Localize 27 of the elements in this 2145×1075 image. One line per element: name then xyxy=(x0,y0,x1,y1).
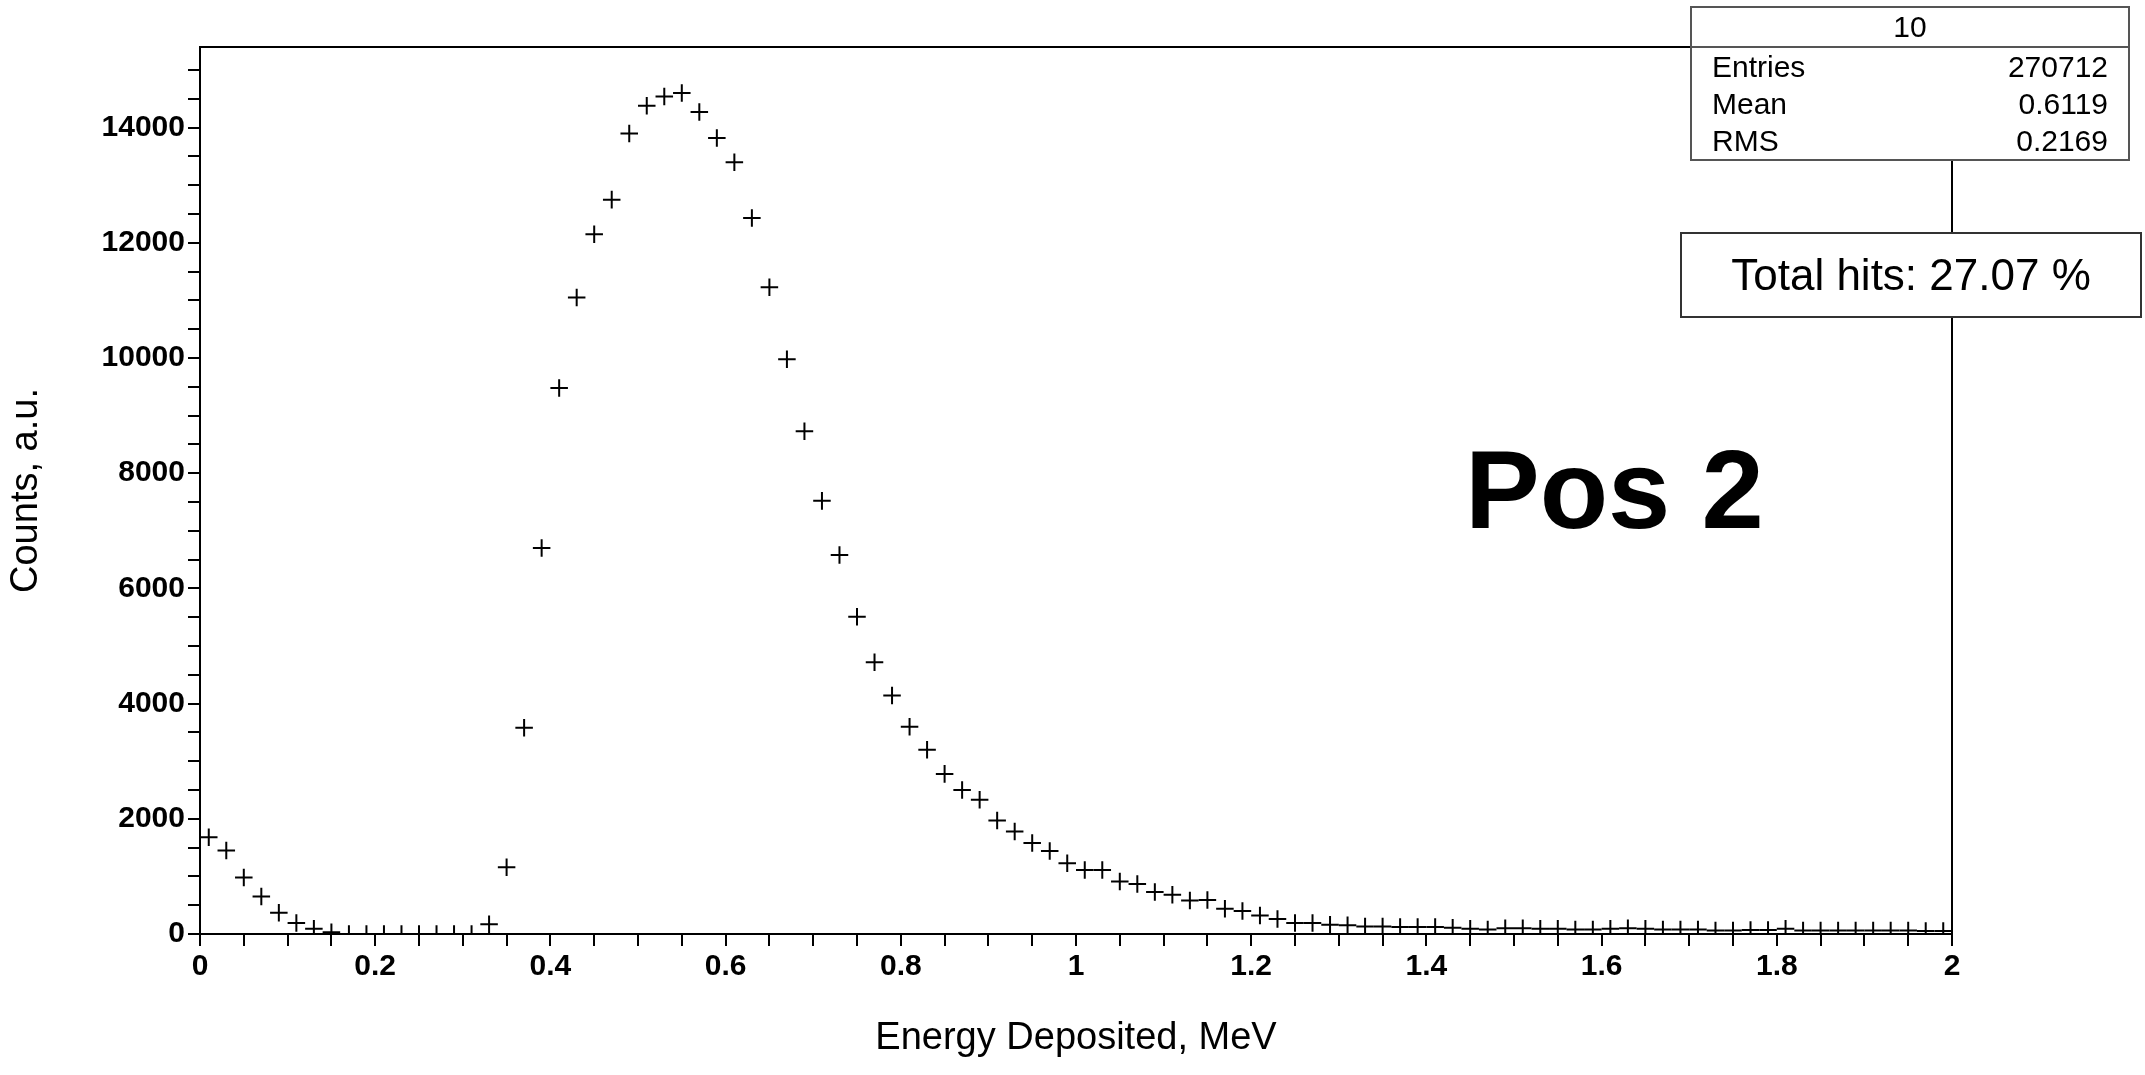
y-tick-label: 6000 xyxy=(118,569,185,603)
y-tick-label: 2000 xyxy=(118,800,185,834)
x-tick-label: 1.8 xyxy=(1755,948,1798,982)
x-tick-label: 2 xyxy=(1943,948,1961,982)
x-tick-label: 1 xyxy=(1067,948,1085,982)
x-tick-label: 0.6 xyxy=(704,948,747,982)
y-tick-label: 0 xyxy=(168,915,185,949)
y-tick-label: 10000 xyxy=(101,339,185,373)
text: RMS 0.2169 xyxy=(1712,124,2108,157)
annotation: Total hits: 27.07 % xyxy=(1680,232,2142,318)
x-tick-label: 0.8 xyxy=(879,948,922,982)
text: Entries 270712 xyxy=(1712,50,2108,83)
y-tick-label: 8000 xyxy=(118,454,185,488)
text: 10 xyxy=(1692,8,2128,48)
x-tick-label: 1.4 xyxy=(1405,948,1448,982)
y-tick-label: 14000 xyxy=(101,108,185,142)
x-tick-label: 0.2 xyxy=(354,948,397,982)
x-tick-label: 1.6 xyxy=(1580,948,1623,982)
text: Mean 0.6119 xyxy=(1712,87,2108,120)
y-axis-title: Counts, a.u. xyxy=(3,388,46,593)
x-tick-label: 0 xyxy=(191,948,209,982)
annotation: Pos 2 xyxy=(1465,426,1764,554)
x-axis-title: Energy Deposited, MeV xyxy=(875,1014,1278,1057)
x-tick-label: 1.2 xyxy=(1230,948,1273,982)
y-tick-label: 4000 xyxy=(118,684,185,718)
y-tick-label: 12000 xyxy=(101,224,185,258)
x-tick-label: 0.4 xyxy=(529,948,572,982)
